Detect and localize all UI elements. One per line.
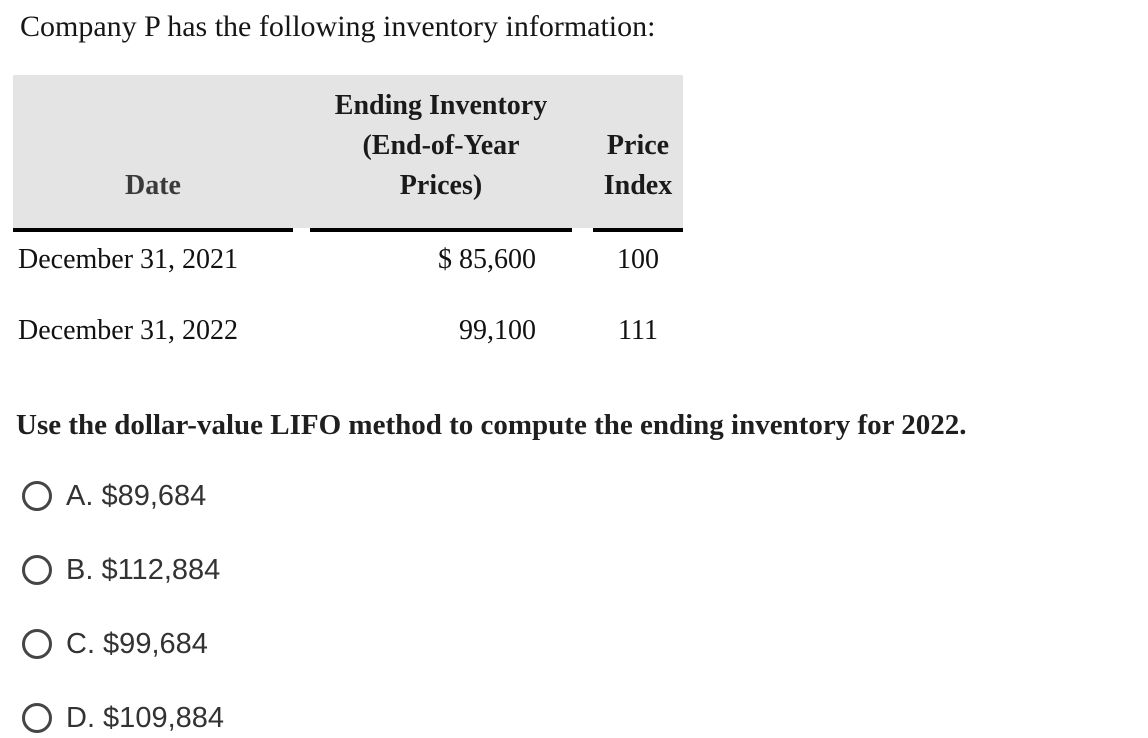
- radio-icon[interactable]: [22, 703, 52, 733]
- cell-date: December 31, 2022: [18, 315, 239, 346]
- table-header-ending-inventory: Ending Inventory (End-of-Year Prices): [310, 75, 572, 232]
- option-row-d[interactable]: D. $109,884: [22, 702, 1148, 734]
- option-label[interactable]: D. $109,884: [66, 702, 225, 734]
- column-gap: [572, 244, 593, 276]
- radio-icon[interactable]: [22, 555, 52, 585]
- cell-ending-inventory: 99,100: [459, 315, 536, 346]
- cell-ending-inventory: $ 85,600: [438, 244, 536, 275]
- table-header-ending-inventory-line3: Prices): [399, 170, 483, 201]
- inventory-table: Date Ending Inventory (End-of-Year Price…: [13, 75, 683, 347]
- radio-icon[interactable]: [22, 629, 52, 659]
- options-list: A. $89,684 B. $112,884 C. $99,684 D. $10…: [22, 480, 1148, 734]
- table-header-date: Date: [13, 75, 293, 232]
- cell-price-index: 100: [617, 244, 659, 275]
- table-header-ending-inventory-line2: (End-of-Year: [362, 130, 520, 161]
- question-page: Company P has the following inventory in…: [0, 8, 1148, 734]
- column-gap: [293, 244, 310, 276]
- column-gap: [293, 315, 310, 347]
- option-row-c[interactable]: C. $99,684: [22, 628, 1148, 660]
- table-row: December 31, 2022 99,100 111: [13, 315, 683, 347]
- table-row: December 31, 2021 $ 85,600 100: [13, 244, 683, 276]
- column-gap: [572, 315, 593, 347]
- column-gap: [293, 75, 310, 232]
- table-header-date-label: Date: [125, 170, 181, 201]
- question-text: Use the dollar-value LIFO method to comp…: [16, 409, 967, 441]
- table-header-row: Date Ending Inventory (End-of-Year Price…: [13, 75, 683, 232]
- option-label[interactable]: B. $112,884: [66, 554, 221, 586]
- page-title: Company P has the following inventory in…: [20, 10, 656, 43]
- option-label[interactable]: C. $99,684: [66, 628, 208, 660]
- table-header-price-index-line2: Index: [603, 170, 673, 201]
- table-header-price-index-line1: Price: [606, 130, 670, 161]
- option-row-b[interactable]: B. $112,884: [22, 554, 1148, 586]
- cell-date: December 31, 2021: [18, 244, 239, 275]
- table-header-price-index: Price Index: [593, 75, 683, 232]
- option-row-a[interactable]: A. $89,684: [22, 480, 1148, 512]
- table-header-ending-inventory-line1: Ending Inventory: [334, 90, 548, 121]
- column-gap: [572, 75, 593, 232]
- radio-icon[interactable]: [22, 481, 52, 511]
- cell-price-index: 111: [618, 315, 658, 346]
- option-label[interactable]: A. $89,684: [66, 480, 207, 512]
